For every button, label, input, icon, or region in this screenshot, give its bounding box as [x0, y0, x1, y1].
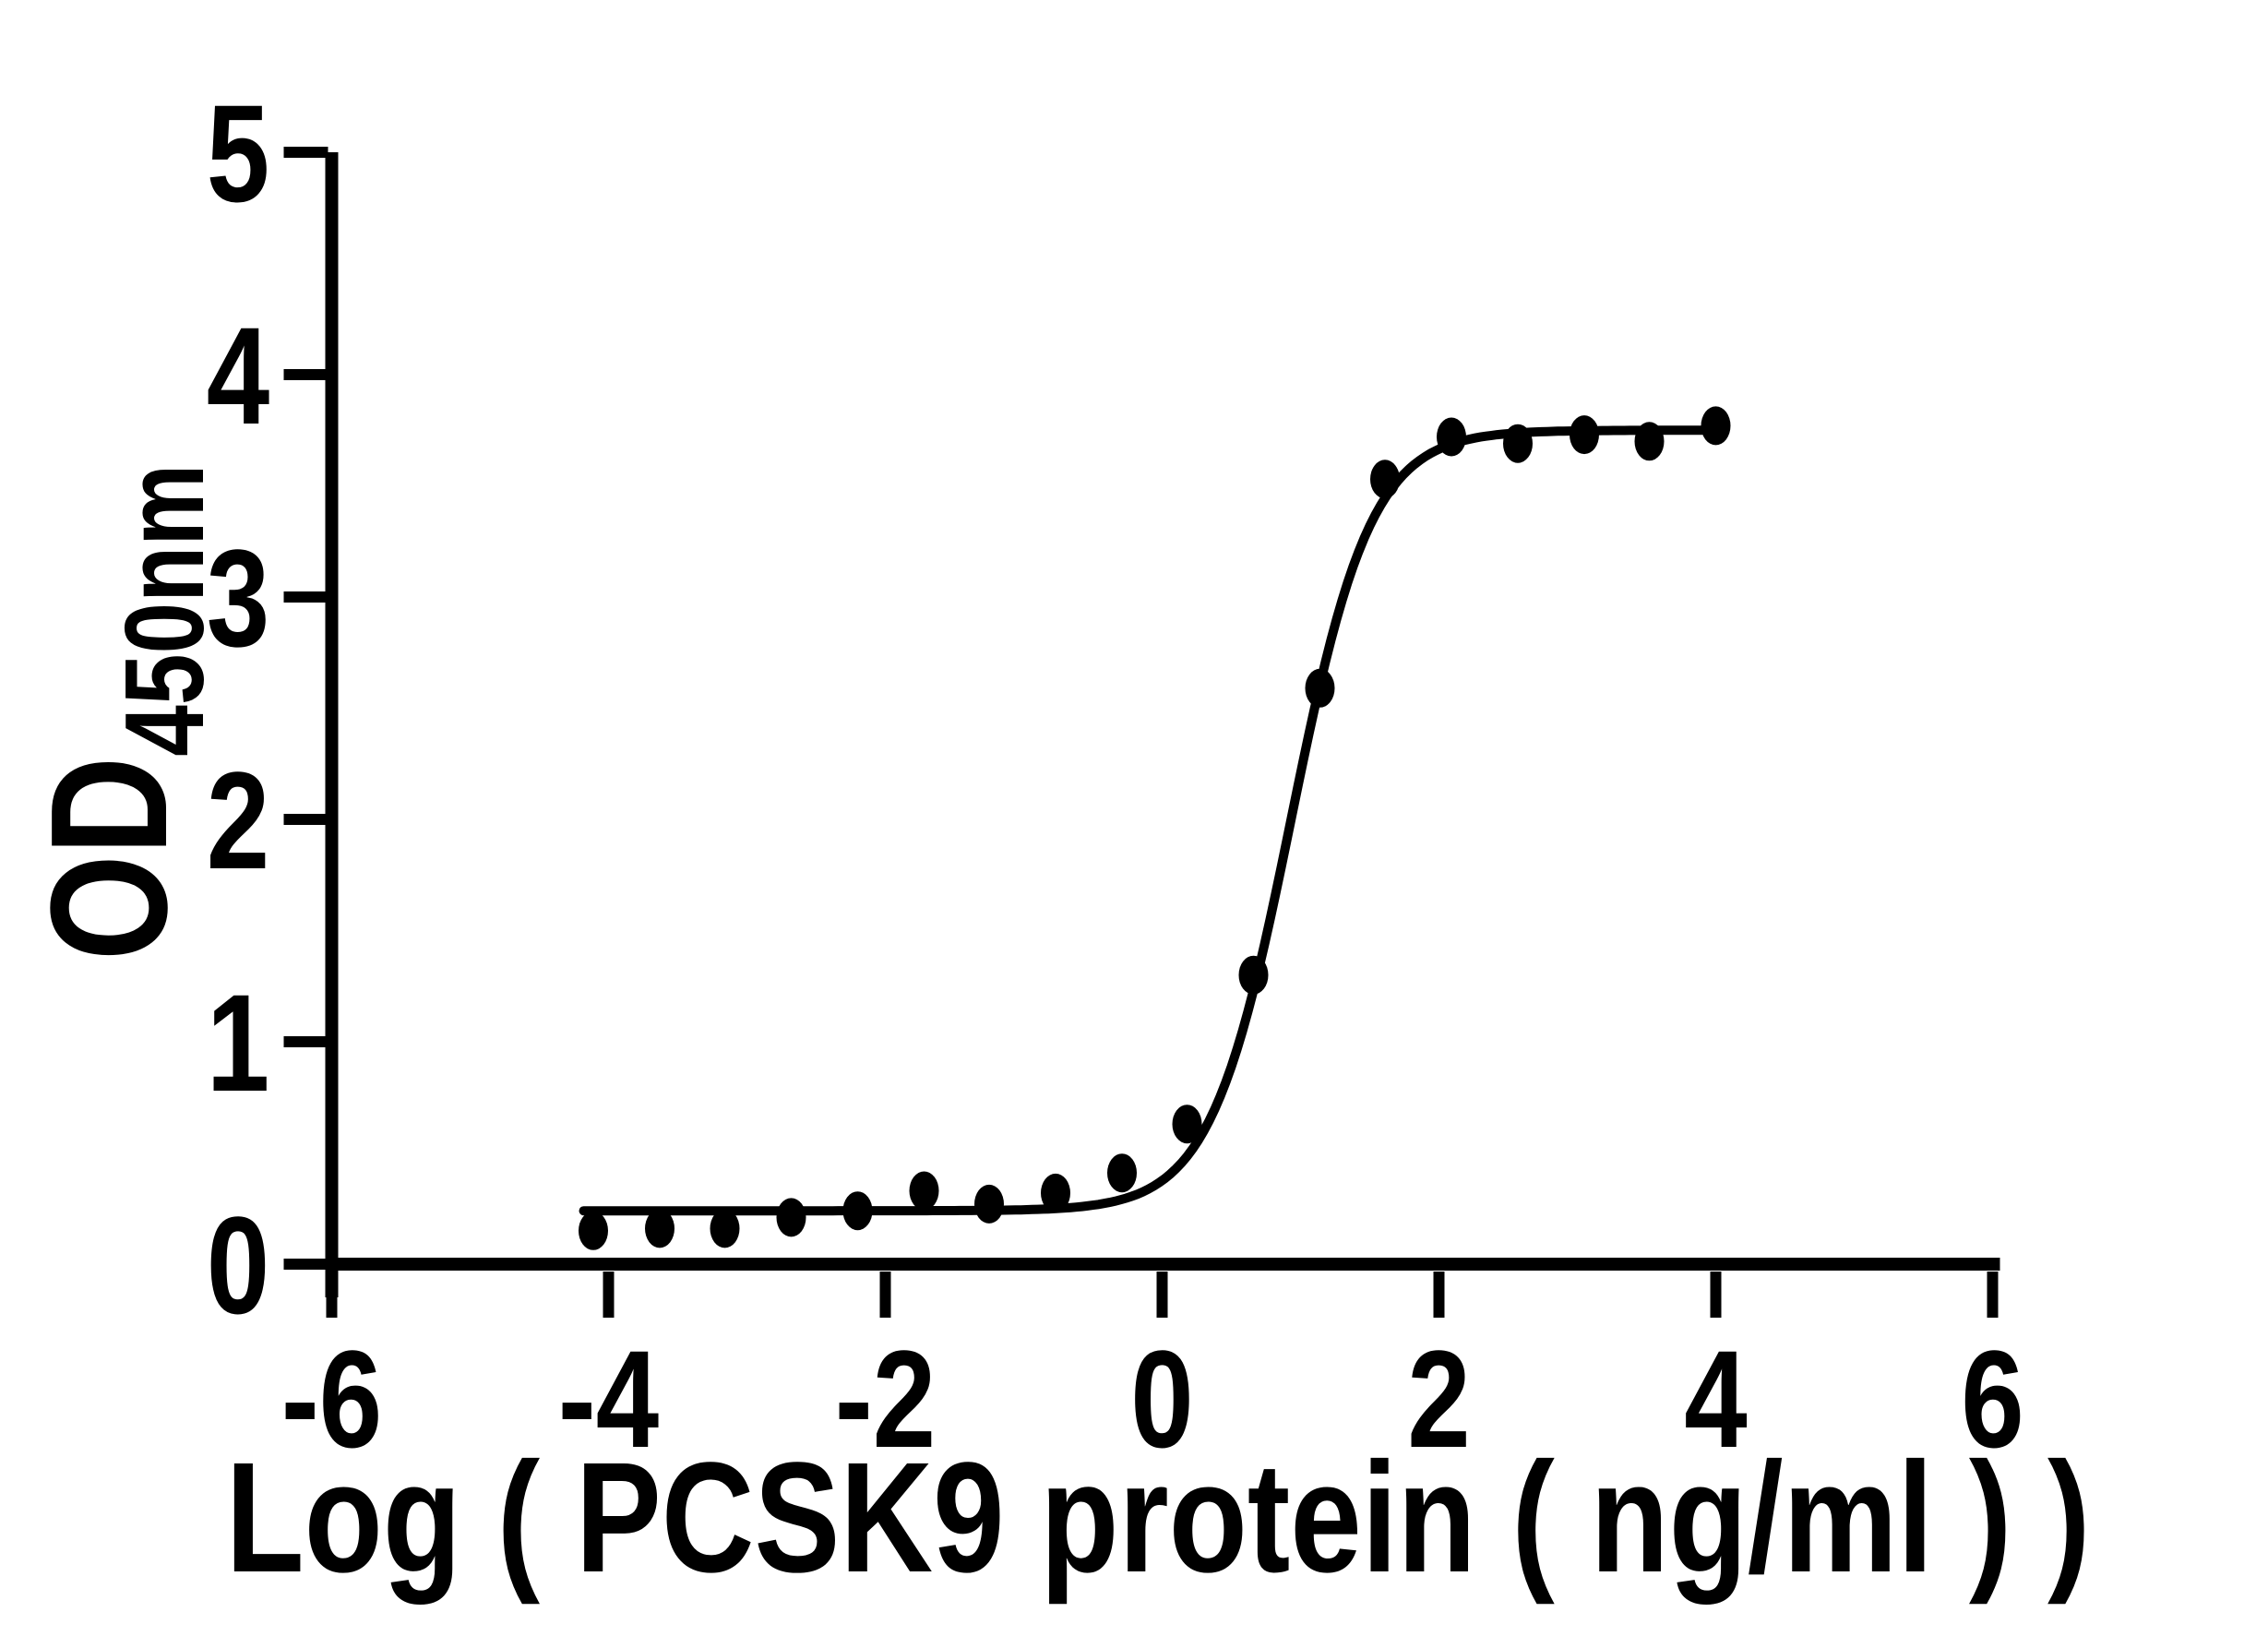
- x-tick-label: -4: [558, 1322, 659, 1476]
- data-point: [1370, 460, 1400, 499]
- data-points-group: [579, 406, 1731, 1250]
- x-tick-label: 0: [1130, 1322, 1193, 1476]
- y-axis-title: OD450nm: [16, 464, 227, 961]
- x-tick-label: 2: [1407, 1322, 1470, 1476]
- data-point: [579, 1211, 608, 1250]
- x-axis-ticks: [326, 1272, 1999, 1318]
- data-point: [1172, 1105, 1202, 1144]
- y-tick-label: 5: [207, 77, 269, 231]
- y-tick-label: 1: [207, 966, 269, 1120]
- y-axis-ticks: [283, 147, 328, 1270]
- data-point: [1305, 668, 1335, 708]
- x-axis-title-group: Log ( PCSK9 protein ( ng/ml ) ): [226, 1429, 2091, 1605]
- data-point: [974, 1184, 1004, 1224]
- data-point: [710, 1209, 740, 1248]
- data-point: [1503, 424, 1533, 463]
- y-axis-title-main: OD: [16, 757, 201, 961]
- data-point: [1238, 955, 1269, 995]
- x-tick-label: 6: [1961, 1322, 2023, 1476]
- y-tick-label: 3: [207, 521, 269, 675]
- data-point: [1437, 417, 1466, 457]
- data-point: [1570, 415, 1599, 455]
- data-point: [1041, 1173, 1070, 1212]
- data-point: [1634, 422, 1665, 461]
- data-point: [842, 1191, 873, 1231]
- data-point: [909, 1171, 939, 1211]
- x-tick-label: 4: [1684, 1322, 1747, 1476]
- y-axis-tick-labels: 0 1 2 3 4 5: [207, 77, 269, 1343]
- data-point: [776, 1198, 806, 1237]
- x-tick-label: -6: [281, 1322, 382, 1476]
- x-axis-tick-labels: -6 -4 -2 0 2 4 6: [281, 1322, 2024, 1476]
- y-axis-title-group: OD450nm: [16, 464, 227, 961]
- fit-curve-group: [579, 425, 1718, 1216]
- y-tick-label: 2: [207, 744, 269, 898]
- data-point: [1107, 1153, 1137, 1193]
- data-point: [645, 1209, 674, 1248]
- data-point: [1701, 406, 1731, 446]
- y-tick-label: 4: [207, 299, 269, 453]
- x-axis-title: Log ( PCSK9 protein ( ng/ml ) ): [226, 1429, 2091, 1605]
- axes: [325, 152, 2000, 1297]
- y-axis-title-subscript: 450nm: [101, 464, 228, 757]
- fit-curve: [579, 425, 1718, 1216]
- y-tick-label: 0: [207, 1188, 269, 1343]
- x-tick-label: -2: [835, 1322, 936, 1476]
